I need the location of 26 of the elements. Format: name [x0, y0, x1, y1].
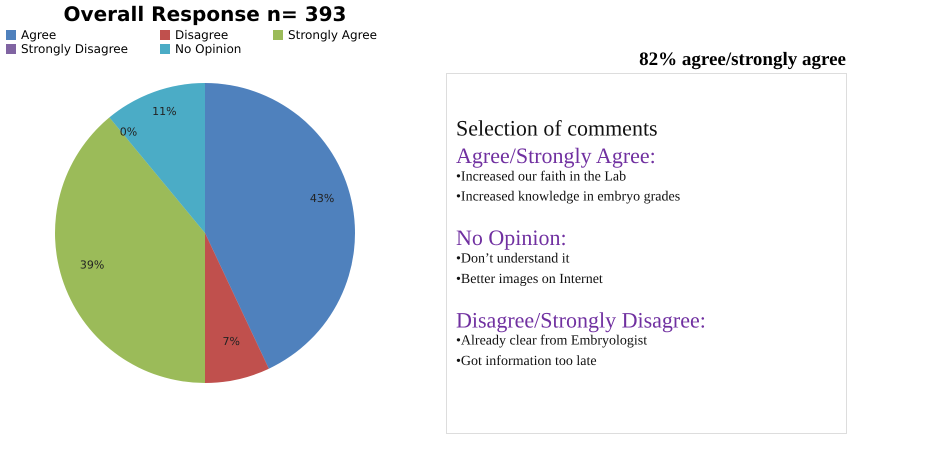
text: •Increased knowledge in embryo grades	[456, 190, 680, 205]
text: Selection of comments	[456, 115, 658, 140]
data-label: 11%	[152, 105, 177, 118]
text: 82% agree/strongly agree	[639, 49, 846, 70]
pie-slice	[55, 117, 205, 383]
text: •Got information too late	[456, 354, 597, 369]
text: No Opinion:	[456, 225, 567, 250]
legend-label: Strongly Disagree	[21, 42, 128, 56]
text: •Don’t understand it	[456, 252, 570, 267]
text: •Increased our faith in the Lab	[456, 169, 626, 184]
pie-slice	[205, 233, 269, 383]
legend-label: Agree	[21, 28, 56, 42]
legend-label: No Opinion	[175, 42, 242, 56]
data-label: 7%	[222, 335, 240, 348]
data-label: 39%	[80, 258, 104, 272]
chart-title: Overall Response n= 393	[64, 2, 346, 26]
data-label: 43%	[310, 192, 334, 205]
legend-label: Disagree	[175, 28, 228, 42]
pie-slice	[109, 83, 205, 233]
legend-label: Strongly Agree	[288, 28, 378, 42]
text: 0%	[120, 126, 138, 139]
text: Disagree/Strongly Disagree:	[456, 307, 706, 332]
text: Agree/Strongly Agree:	[456, 143, 656, 168]
pie-slice	[205, 83, 355, 369]
text: •Better images on Internet	[456, 272, 603, 287]
text: •Already clear from Embryologist	[456, 334, 648, 349]
